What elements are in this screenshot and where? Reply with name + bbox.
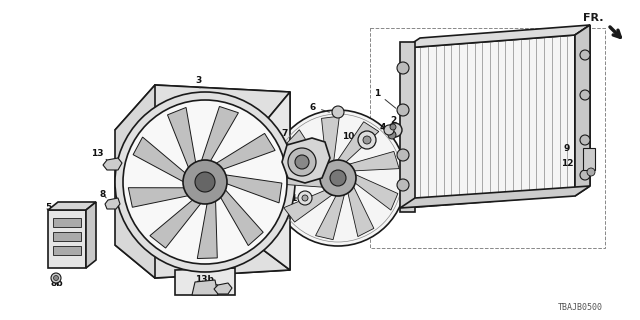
Circle shape	[298, 191, 312, 205]
Circle shape	[195, 172, 215, 192]
Circle shape	[123, 100, 287, 264]
Circle shape	[358, 131, 376, 149]
Circle shape	[388, 131, 396, 139]
Polygon shape	[218, 174, 282, 203]
Polygon shape	[405, 35, 575, 208]
Polygon shape	[287, 130, 326, 179]
Text: 8b: 8b	[51, 279, 63, 289]
Polygon shape	[48, 202, 96, 210]
Text: 10: 10	[342, 132, 358, 140]
Bar	[583, 148, 595, 170]
Text: 4: 4	[380, 123, 389, 132]
Polygon shape	[115, 240, 290, 278]
Text: 2: 2	[390, 116, 396, 124]
Polygon shape	[199, 107, 239, 168]
Text: 9: 9	[564, 143, 580, 153]
Text: FR.: FR.	[582, 13, 603, 23]
Polygon shape	[351, 173, 398, 210]
Text: TBAJB0500: TBAJB0500	[557, 303, 602, 312]
Text: 11: 11	[285, 194, 297, 203]
Bar	[53, 232, 81, 241]
Polygon shape	[400, 42, 415, 212]
Circle shape	[183, 160, 227, 204]
Polygon shape	[321, 116, 339, 169]
Polygon shape	[115, 85, 290, 140]
Circle shape	[587, 168, 595, 176]
Circle shape	[115, 92, 295, 272]
Polygon shape	[150, 196, 205, 248]
Polygon shape	[86, 202, 96, 268]
Polygon shape	[335, 122, 379, 165]
Circle shape	[320, 160, 356, 196]
Circle shape	[580, 90, 590, 100]
Polygon shape	[115, 85, 155, 278]
Polygon shape	[276, 166, 328, 188]
Text: 8: 8	[100, 189, 106, 198]
Polygon shape	[128, 188, 196, 207]
Bar	[53, 218, 81, 227]
Circle shape	[270, 110, 406, 246]
Polygon shape	[284, 189, 336, 222]
Polygon shape	[133, 137, 191, 185]
Circle shape	[580, 50, 590, 60]
Circle shape	[580, 135, 590, 145]
Polygon shape	[344, 151, 399, 171]
Polygon shape	[316, 190, 346, 240]
Polygon shape	[197, 193, 218, 259]
Circle shape	[397, 179, 409, 191]
Circle shape	[330, 170, 346, 186]
Circle shape	[51, 273, 61, 283]
Polygon shape	[209, 133, 275, 172]
Circle shape	[397, 104, 409, 116]
Polygon shape	[400, 186, 590, 208]
Text: 1: 1	[374, 89, 396, 108]
Polygon shape	[192, 280, 218, 295]
Circle shape	[397, 149, 409, 161]
Polygon shape	[168, 108, 197, 175]
Polygon shape	[214, 283, 232, 294]
Circle shape	[332, 106, 344, 118]
Circle shape	[384, 125, 394, 135]
Polygon shape	[575, 25, 590, 195]
Polygon shape	[48, 210, 86, 268]
Circle shape	[295, 155, 309, 169]
Circle shape	[390, 124, 396, 130]
Polygon shape	[282, 138, 330, 183]
Circle shape	[302, 195, 308, 201]
Polygon shape	[347, 182, 374, 236]
Text: 7: 7	[282, 129, 291, 145]
Polygon shape	[175, 268, 235, 295]
Text: 5: 5	[45, 203, 55, 212]
Polygon shape	[575, 25, 590, 196]
Text: 13: 13	[91, 148, 107, 160]
Circle shape	[363, 136, 371, 144]
Bar	[53, 246, 81, 255]
Text: 3: 3	[195, 76, 201, 88]
Polygon shape	[105, 198, 120, 209]
Text: 6: 6	[310, 102, 330, 112]
Circle shape	[288, 148, 316, 176]
Text: 13b: 13b	[195, 276, 218, 285]
Bar	[370, 28, 605, 248]
Polygon shape	[250, 92, 290, 270]
Circle shape	[397, 62, 409, 74]
Circle shape	[54, 276, 58, 281]
Polygon shape	[155, 85, 290, 278]
Circle shape	[388, 123, 402, 137]
Polygon shape	[103, 158, 122, 170]
Polygon shape	[217, 184, 263, 245]
Polygon shape	[405, 25, 590, 48]
Circle shape	[580, 170, 590, 180]
Text: 12: 12	[561, 158, 580, 167]
